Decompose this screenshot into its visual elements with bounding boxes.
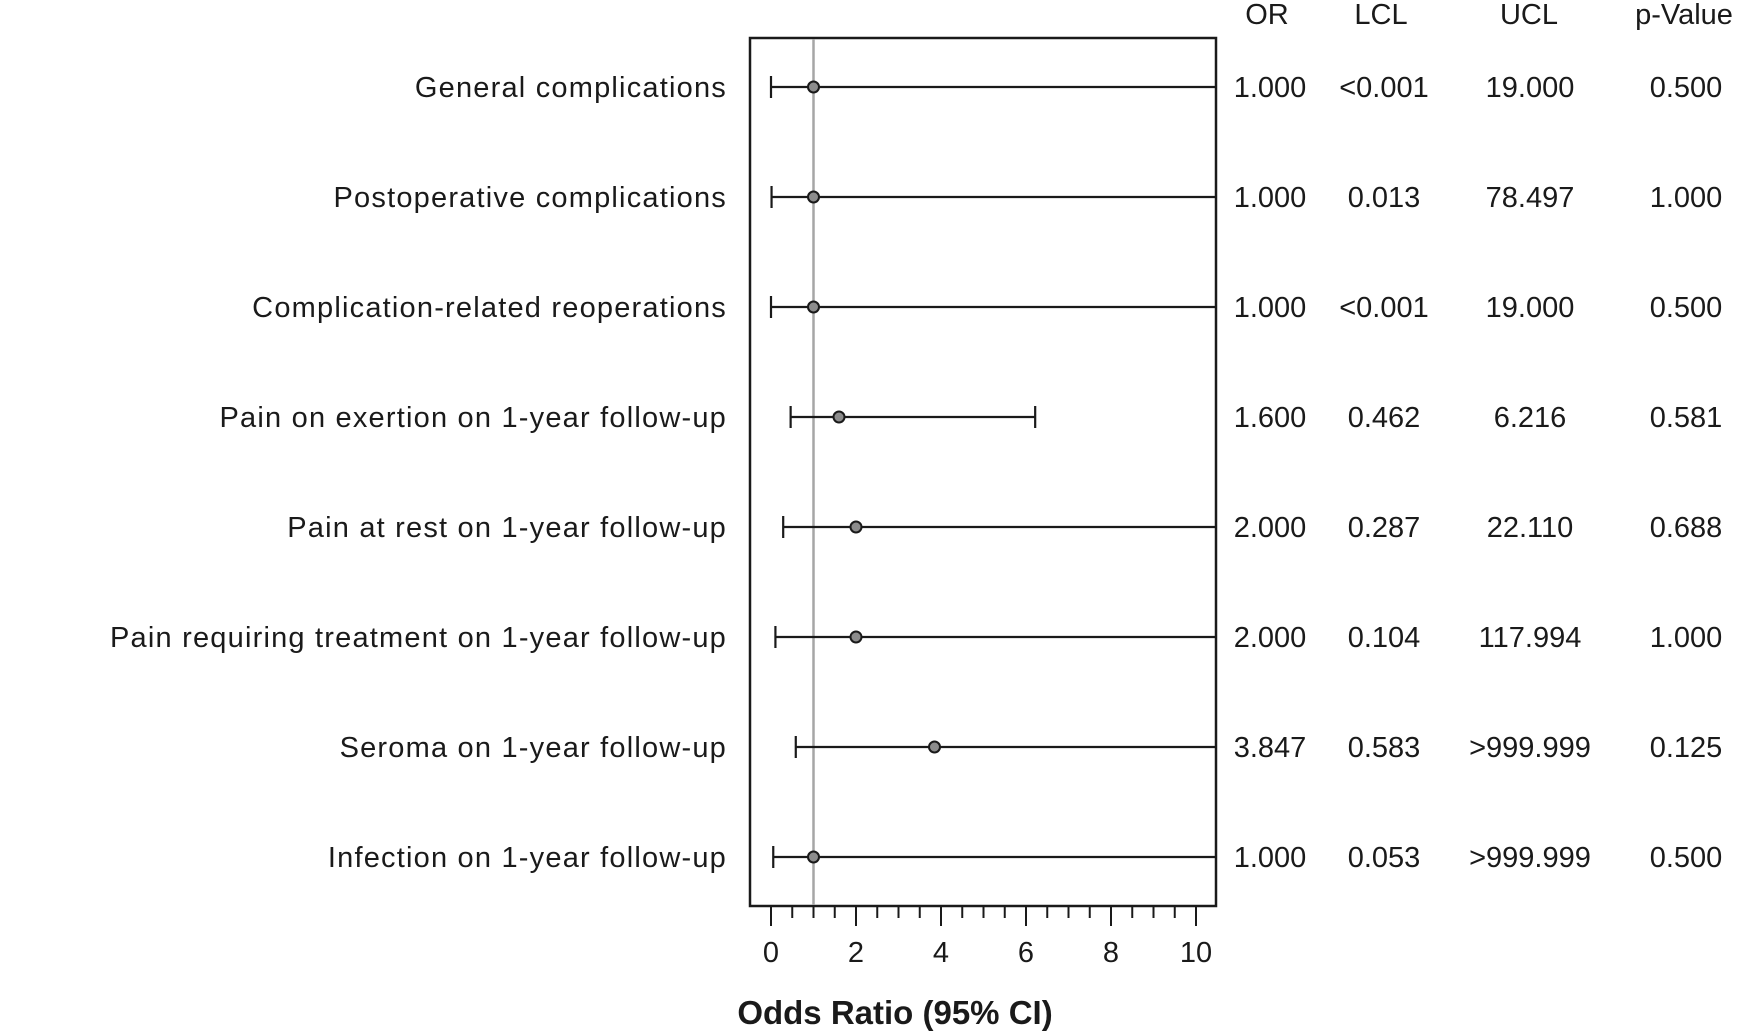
- header-ucl: UCL: [1500, 0, 1558, 31]
- cell-lcl: 0.583: [1348, 732, 1421, 764]
- cell-p-value: 1.000: [1650, 182, 1723, 214]
- x-tick-label: 6: [1018, 937, 1034, 969]
- cell-or: 1.000: [1234, 72, 1307, 104]
- row-label: General complications: [415, 72, 727, 104]
- row-label: Postoperative complications: [334, 182, 727, 214]
- cell-lcl: <0.001: [1339, 292, 1429, 324]
- or-point: [927, 740, 941, 754]
- or-point: [807, 80, 820, 94]
- header-or: OR: [1245, 0, 1289, 31]
- cell-p-value: 1.000: [1650, 622, 1723, 654]
- cell-lcl: 0.053: [1348, 842, 1421, 874]
- cell-or: 1.000: [1234, 842, 1307, 874]
- or-point: [807, 850, 820, 864]
- cell-or: 1.600: [1234, 402, 1307, 434]
- cell-ucl: 19.000: [1486, 72, 1575, 104]
- or-point: [807, 190, 820, 204]
- header-p-value: p-Value: [1635, 0, 1733, 31]
- row-label: Pain requiring treatment on 1-year follo…: [110, 622, 727, 654]
- column-headers: OR LCL UCL p-Value: [1245, 0, 1733, 31]
- cell-lcl: 0.104: [1348, 622, 1421, 654]
- row-label: Pain on exertion on 1-year follow-up: [220, 402, 727, 434]
- or-point: [849, 630, 863, 644]
- cell-p-value: 0.500: [1650, 842, 1723, 874]
- row-label: Infection on 1-year follow-up: [328, 842, 727, 874]
- rows-layer: General complications 1.000 <0.001 19.000 0.…: [110, 72, 1722, 874]
- cell-p-value: 0.125: [1650, 732, 1723, 764]
- cell-or: 1.000: [1234, 182, 1307, 214]
- x-axis: 0 2 4 6 8 10: [763, 906, 1212, 969]
- cell-or: 2.000: [1234, 622, 1307, 654]
- cell-ucl: 19.000: [1486, 292, 1575, 324]
- row-label: Complication-related reoperations: [252, 292, 727, 324]
- or-point: [832, 410, 846, 424]
- x-axis-title: Odds Ratio (95% CI): [737, 994, 1052, 1031]
- cell-ucl: 78.497: [1486, 182, 1575, 214]
- x-tick-label: 2: [848, 937, 864, 969]
- x-tick-label: 8: [1103, 937, 1119, 969]
- row-label: Pain at rest on 1-year follow-up: [287, 512, 727, 544]
- cell-ucl: 117.994: [1479, 622, 1582, 654]
- cell-lcl: 0.287: [1348, 512, 1421, 544]
- cell-ucl: >999.999: [1469, 842, 1591, 874]
- cell-p-value: 0.581: [1650, 402, 1723, 434]
- or-point: [849, 520, 863, 534]
- x-tick-label: 10: [1180, 937, 1212, 969]
- header-lcl: LCL: [1354, 0, 1407, 31]
- row-label: Seroma on 1-year follow-up: [340, 732, 727, 764]
- cell-or: 1.000: [1234, 292, 1307, 324]
- cell-or: 3.847: [1234, 732, 1307, 764]
- plot-frame: [748, 36, 1218, 908]
- cell-ucl: >999.999: [1469, 732, 1591, 764]
- cell-lcl: 0.462: [1348, 402, 1421, 434]
- plot-area: [748, 36, 1218, 908]
- cell-p-value: 0.500: [1650, 292, 1723, 324]
- cell-lcl: <0.001: [1339, 72, 1429, 104]
- x-tick-label: 0: [763, 937, 779, 969]
- cell-p-value: 0.688: [1650, 512, 1723, 544]
- x-tick-label: 4: [933, 937, 949, 969]
- cell-ucl: 22.110: [1487, 512, 1574, 544]
- cell-or: 2.000: [1234, 512, 1307, 544]
- cell-p-value: 0.500: [1650, 72, 1723, 104]
- or-point: [807, 300, 820, 314]
- cell-ucl: 6.216: [1494, 402, 1567, 434]
- cell-lcl: 0.013: [1348, 182, 1421, 214]
